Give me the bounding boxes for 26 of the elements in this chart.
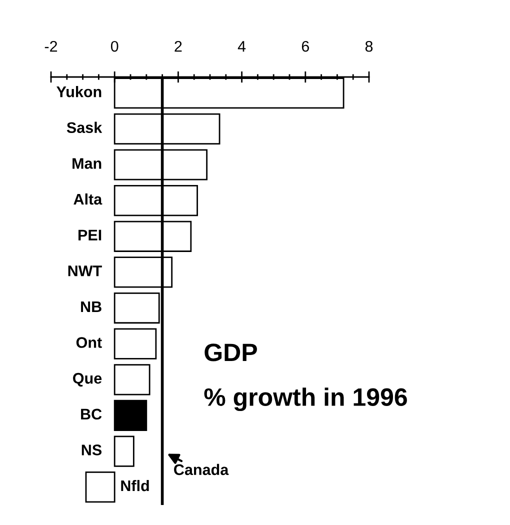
x-tick-label: 0 <box>110 40 118 52</box>
bar <box>114 328 157 360</box>
bar <box>114 400 148 432</box>
y-tick-label: Sask <box>66 122 102 134</box>
bar <box>114 364 150 396</box>
y-tick-label: BC <box>81 408 102 420</box>
text: GDP <box>204 344 257 362</box>
y-tick-label: Yukon <box>56 86 102 98</box>
y-tick-label: Ont <box>76 337 102 348</box>
x-tick-label: 4 <box>238 41 246 52</box>
y-tick-label: NS <box>82 444 102 456</box>
y-tick-label: Nfld <box>121 480 149 492</box>
x-tick-label: 6 <box>302 40 309 52</box>
y-tick-label: NWT <box>68 266 102 276</box>
ref-line-label: Canada <box>174 464 229 476</box>
y-tick-label: Man <box>72 158 102 169</box>
bar <box>85 472 116 503</box>
x-tick-label: 8 <box>365 40 373 52</box>
bar <box>114 436 134 467</box>
text: % growth in 1996 <box>204 388 407 412</box>
x-tick-label: 2 <box>174 40 182 52</box>
y-tick-label: Que <box>73 372 102 387</box>
y-tick-label: Alta <box>74 193 102 205</box>
y-tick-label: NB <box>81 301 102 312</box>
y-tick-label: PEI <box>78 230 102 240</box>
x-tick-label: -2 <box>44 40 58 52</box>
